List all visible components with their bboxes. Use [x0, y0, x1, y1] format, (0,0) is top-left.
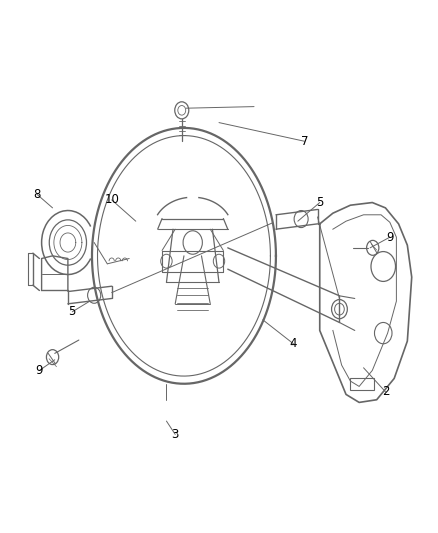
Text: 5: 5	[69, 305, 76, 318]
Text: 8: 8	[34, 188, 41, 201]
Text: 5: 5	[316, 196, 323, 209]
Bar	[350, 378, 374, 390]
Text: 9: 9	[35, 364, 43, 377]
Text: 3: 3	[172, 428, 179, 441]
Text: 10: 10	[104, 193, 119, 206]
Text: 9: 9	[386, 231, 394, 244]
Text: 2: 2	[381, 385, 389, 398]
Text: 7: 7	[300, 135, 308, 148]
Text: 4: 4	[290, 337, 297, 350]
